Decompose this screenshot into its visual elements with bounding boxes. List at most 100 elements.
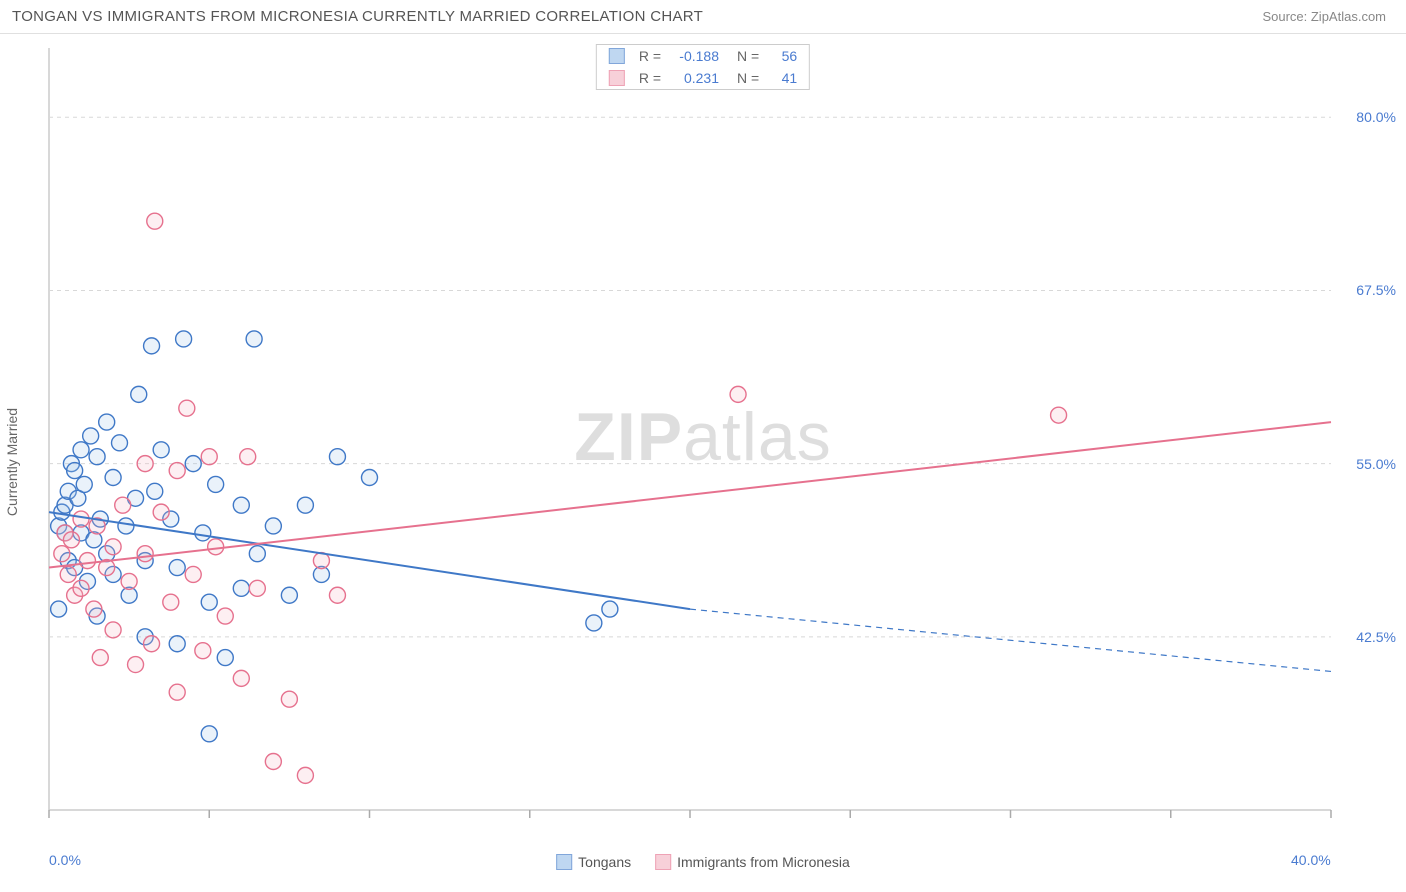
x-tick-label: 0.0%: [49, 852, 81, 868]
data-point: [233, 670, 249, 686]
data-point: [163, 594, 179, 610]
data-point: [195, 525, 211, 541]
legend-item: Immigrants from Micronesia: [655, 854, 850, 870]
stat-r-value: -0.188: [669, 48, 719, 64]
data-point: [92, 650, 108, 666]
stat-n-label: N =: [737, 48, 759, 64]
data-point: [128, 657, 144, 673]
stat-legend-row: R = -0.188 N = 56: [597, 45, 809, 67]
data-point: [73, 442, 89, 458]
data-point: [208, 476, 224, 492]
data-point: [281, 587, 297, 603]
data-point: [201, 594, 217, 610]
data-point: [730, 386, 746, 402]
y-axis-label: Currently Married: [4, 408, 20, 516]
x-tick-label: 40.0%: [1291, 852, 1331, 868]
data-point: [137, 546, 153, 562]
data-point: [121, 573, 137, 589]
data-point: [144, 338, 160, 354]
data-point: [79, 553, 95, 569]
data-point: [362, 469, 378, 485]
chart-source: Source: ZipAtlas.com: [1262, 9, 1386, 24]
data-point: [249, 580, 265, 596]
data-point: [185, 566, 201, 582]
data-point: [144, 636, 160, 652]
data-point: [89, 449, 105, 465]
data-point: [147, 213, 163, 229]
data-point: [169, 560, 185, 576]
data-point: [586, 615, 602, 631]
data-point: [201, 726, 217, 742]
data-point: [233, 497, 249, 513]
stat-r-value: 0.231: [669, 70, 719, 86]
data-point: [115, 497, 131, 513]
legend-label: Immigrants from Micronesia: [677, 854, 850, 870]
data-point: [201, 449, 217, 465]
data-point: [169, 636, 185, 652]
data-point: [249, 546, 265, 562]
legend-swatch: [655, 854, 671, 870]
data-point: [60, 566, 76, 582]
data-point: [131, 386, 147, 402]
data-point: [83, 428, 99, 444]
data-point: [76, 476, 92, 492]
data-point: [51, 601, 67, 617]
y-tick-label: 55.0%: [1356, 456, 1396, 472]
data-point: [99, 414, 115, 430]
stat-n-label: N =: [737, 70, 759, 86]
data-point: [73, 580, 89, 596]
data-point: [281, 691, 297, 707]
series-legend: Tongans Immigrants from Micronesia: [556, 854, 850, 870]
regression-line: [49, 422, 1331, 567]
data-point: [105, 539, 121, 555]
y-tick-label: 80.0%: [1356, 109, 1396, 125]
data-point: [265, 518, 281, 534]
legend-item: Tongans: [556, 854, 631, 870]
data-point: [118, 518, 134, 534]
legend-label: Tongans: [578, 854, 631, 870]
data-point: [105, 622, 121, 638]
chart-title: TONGAN VS IMMIGRANTS FROM MICRONESIA CUR…: [12, 8, 703, 25]
y-tick-label: 42.5%: [1356, 629, 1396, 645]
stat-r-label: R =: [639, 70, 661, 86]
data-point: [137, 456, 153, 472]
data-point: [297, 767, 313, 783]
stat-n-value: 41: [767, 70, 797, 86]
chart-area: Currently Married ZIPatlas R =-0.188N =5…: [0, 34, 1406, 874]
data-point: [297, 497, 313, 513]
data-point: [86, 601, 102, 617]
data-point: [208, 539, 224, 555]
regression-line-dashed: [690, 609, 1331, 671]
y-tick-label: 67.5%: [1356, 282, 1396, 298]
legend-swatch: [609, 48, 625, 64]
data-point: [185, 456, 201, 472]
stat-r-label: R =: [639, 48, 661, 64]
stat-legend-row: R = 0.231 N = 41: [597, 67, 809, 89]
data-point: [1051, 407, 1067, 423]
data-point: [67, 463, 83, 479]
data-point: [54, 546, 70, 562]
data-point: [112, 435, 128, 451]
data-point: [153, 504, 169, 520]
data-point: [63, 532, 79, 548]
data-point: [217, 608, 233, 624]
stat-n-value: 56: [767, 48, 797, 64]
data-point: [329, 587, 345, 603]
data-point: [602, 601, 618, 617]
stats-legend: R = -0.188 N = 56 R = 0.231 N = 41: [596, 44, 810, 90]
data-point: [265, 754, 281, 770]
data-point: [195, 643, 211, 659]
data-point: [240, 449, 256, 465]
data-point: [153, 442, 169, 458]
chart-header: TONGAN VS IMMIGRANTS FROM MICRONESIA CUR…: [0, 0, 1406, 34]
data-point: [233, 580, 249, 596]
data-point: [169, 463, 185, 479]
data-point: [169, 684, 185, 700]
legend-swatch: [556, 854, 572, 870]
scatter-plot: [45, 44, 1335, 834]
data-point: [105, 469, 121, 485]
data-point: [176, 331, 192, 347]
data-point: [179, 400, 195, 416]
legend-swatch: [609, 70, 625, 86]
data-point: [217, 650, 233, 666]
